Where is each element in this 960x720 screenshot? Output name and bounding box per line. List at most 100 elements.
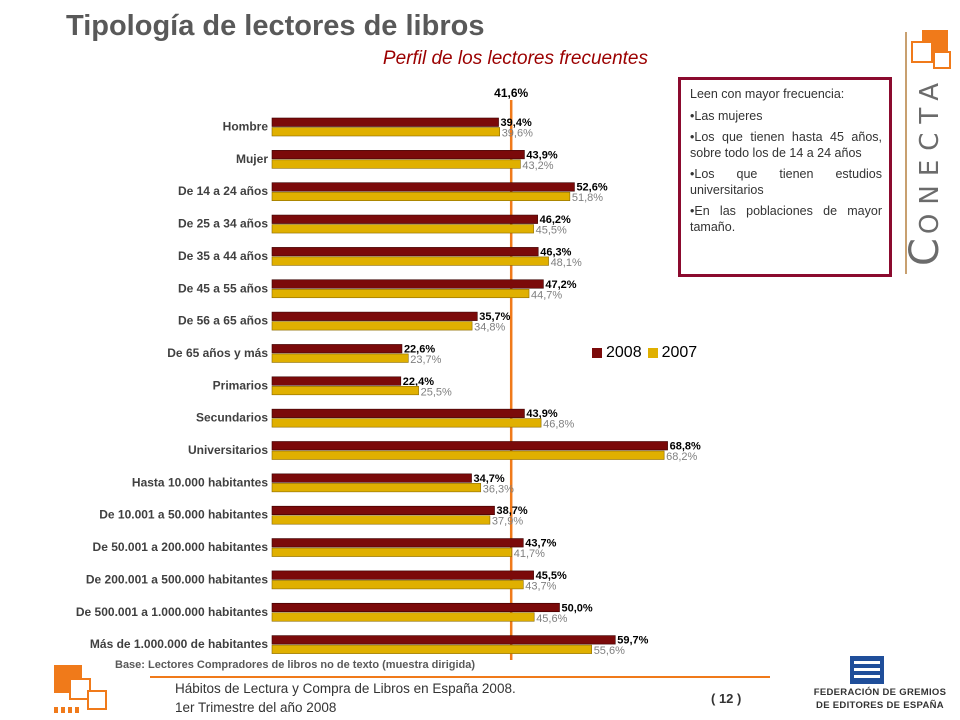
value-label-2007: 44,7% — [531, 289, 562, 301]
value-label-2008: 47,2% — [545, 279, 576, 291]
value-label-2007: 46,8% — [543, 419, 574, 431]
value-label-2007: 48,1% — [551, 257, 582, 269]
footer-divider — [150, 676, 770, 678]
bar-2008 — [271, 635, 616, 645]
bar-2007 — [271, 159, 521, 169]
value-label-2007: 43,7% — [525, 580, 556, 592]
category-label: Secundarios — [196, 411, 268, 425]
value-label-2008: 22,6% — [404, 343, 435, 355]
highlight-point: •En las poblaciones de mayor tamaño. — [690, 204, 882, 234]
value-label-2007: 41,7% — [514, 548, 545, 560]
bar-2007 — [271, 547, 513, 557]
bar-2007 — [271, 191, 571, 201]
federation-emblem-icon — [850, 656, 884, 684]
value-label-2008: 43,9% — [526, 408, 557, 420]
average-reference-label: 41,6% — [494, 86, 528, 100]
category-label: De 65 años y más — [167, 346, 268, 360]
category-label: Universitarios — [188, 443, 268, 457]
page-subtitle: Perfil de los lectores frecuentes — [382, 48, 648, 69]
category-label: De 14 a 24 años — [178, 184, 268, 198]
category-label: Más de 1.000.000 de habitantes — [90, 637, 268, 651]
federation-name-line1: FEDERACIÓN DE GREMIOS — [813, 687, 947, 698]
bar-2007 — [271, 580, 524, 590]
value-label-2008: 34,7% — [474, 473, 505, 485]
bar-2007 — [271, 612, 535, 622]
bar-2007 — [271, 644, 593, 654]
bar-2008 — [271, 182, 575, 192]
bar-2007 — [271, 353, 409, 363]
bar-2008 — [271, 214, 538, 224]
brand-divider — [905, 32, 907, 274]
legend-swatch-2008 — [592, 348, 602, 358]
page-title: Tipología de lectores de libros — [66, 10, 485, 42]
value-label-2008: 50,0% — [562, 602, 593, 614]
bar-2007 — [271, 321, 473, 331]
highlight-point: •Los que tienen estudios universitarios — [690, 167, 882, 197]
legend-item-2007: 2007 — [647, 344, 698, 362]
category-label: De 10.001 a 50.000 habitantes — [99, 508, 268, 522]
highlight-point: •Los que tienen hasta 45 años, sobre tod… — [690, 130, 882, 160]
value-label-2008: 35,7% — [479, 311, 510, 323]
value-label-2008: 46,3% — [540, 246, 571, 258]
bar-2007 — [271, 450, 665, 460]
value-label-2008: 38,7% — [497, 505, 528, 517]
base-note: Base: Lectores Compradores de libros no … — [115, 659, 476, 671]
value-label-2007: 45,6% — [536, 613, 567, 625]
value-label-2007: 51,8% — [572, 192, 603, 204]
category-label: Primarios — [213, 378, 269, 392]
legend-item-2008: 2008 — [592, 344, 642, 362]
highlights-heading: Leen con mayor frecuencia: — [690, 87, 845, 101]
value-label-2008: 59,7% — [617, 635, 648, 647]
chart-legend: 2008 2007 — [592, 344, 703, 362]
value-label-2008: 39,4% — [501, 117, 532, 129]
highlight-point: •Las mujeres — [690, 109, 763, 123]
value-label-2008: 43,7% — [525, 538, 556, 550]
bar-2008 — [271, 538, 524, 548]
bar-2008 — [271, 247, 539, 257]
category-label: De 35 a 44 años — [178, 249, 268, 263]
value-label-2007: 34,8% — [474, 322, 505, 334]
value-label-2008: 45,5% — [536, 570, 567, 582]
legend-swatch-2007 — [647, 348, 658, 358]
value-label-2007: 45,5% — [536, 225, 567, 237]
bar-2007 — [271, 483, 482, 493]
category-label: Hombre — [223, 120, 269, 134]
value-label-2007: 43,2% — [522, 160, 553, 172]
brand-wordmark: CONECTA — [902, 74, 948, 266]
bar-2007 — [271, 127, 500, 137]
bar-2008 — [271, 376, 402, 386]
bar-2008 — [271, 344, 403, 354]
federation-name: FEDERACIÓN DE GREMIOS DE EDITORES DE ESP… — [800, 686, 960, 712]
bar-2008 — [271, 570, 534, 580]
bar-2008 — [271, 150, 525, 160]
bar-2007 — [271, 515, 491, 525]
bar-2008 — [271, 311, 478, 321]
value-label-2007: 39,6% — [502, 128, 533, 140]
value-label-2008: 43,9% — [526, 149, 557, 161]
category-label: De 50.001 a 200.000 habitantes — [93, 540, 269, 554]
bar-2007 — [271, 385, 419, 396]
category-label: De 45 a 55 años — [178, 281, 268, 295]
category-label: Mujer — [236, 152, 268, 166]
conecta-logo-icon — [911, 30, 951, 69]
bar-2008 — [271, 408, 525, 418]
legend-label-2007: 2007 — [661, 344, 698, 361]
value-label-2008: 22,4% — [403, 376, 434, 388]
bar-2007 — [271, 418, 542, 428]
legend-label-2008: 2008 — [606, 344, 642, 361]
squares-logo-icon — [54, 665, 107, 713]
value-label-2007: 55,6% — [594, 645, 625, 657]
brand-initial: C — [902, 234, 948, 266]
footer-study-title: Hábitos de Lectura y Compra de Libros en… — [175, 681, 516, 696]
highlights-box: Leen con mayor frecuencia: •Las mujeres … — [678, 77, 892, 277]
bar-2008 — [271, 279, 544, 289]
federation-name-line2: DE EDITORES DE ESPAÑA — [816, 700, 944, 711]
page-number: ( 12 ) — [711, 691, 742, 706]
value-label-2008: 46,2% — [540, 214, 571, 226]
category-label: Hasta 10.000 habitantes — [132, 475, 268, 489]
value-label-2007: 37,9% — [492, 516, 523, 528]
category-label: De 25 a 34 años — [178, 217, 268, 231]
category-label: De 200.001 a 500.000 habitantes — [86, 572, 268, 586]
bar-2008 — [271, 117, 499, 127]
